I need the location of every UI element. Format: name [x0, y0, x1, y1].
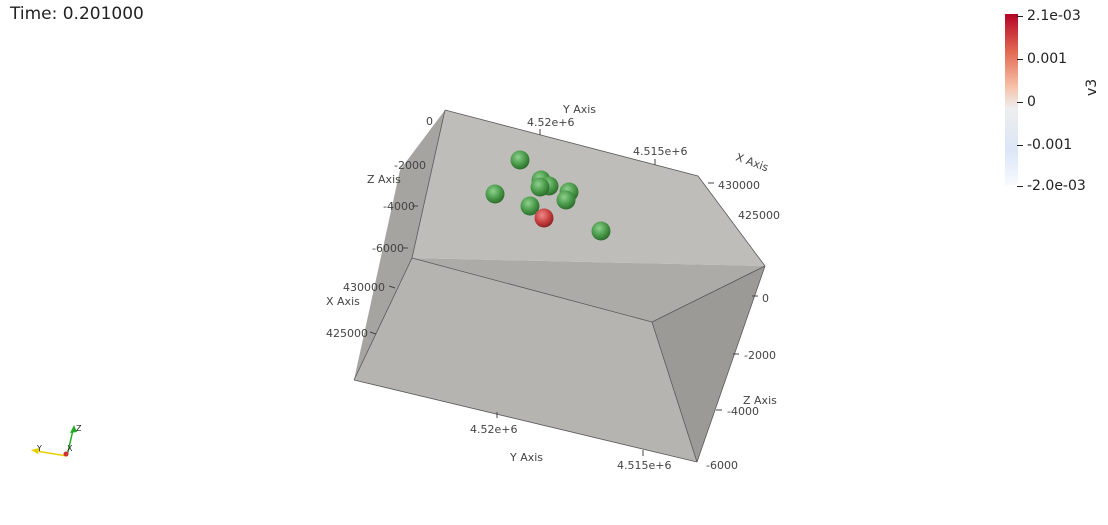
front-z-tick: -6000	[706, 459, 738, 472]
sphere-group	[485, 150, 611, 241]
back-z-tick: -2000	[394, 159, 426, 172]
right-x-axis-title: X Axis	[734, 151, 771, 175]
box-floor-face	[354, 258, 697, 462]
orientation-axes-widget[interactable]: Y Z X	[31, 424, 82, 457]
sphere-green	[485, 184, 505, 204]
front-y-tick: 4.515e+6	[617, 459, 671, 472]
color-legend-bar	[1005, 14, 1018, 185]
box-back-face	[412, 110, 765, 266]
legend-tick-min: -2.0e-03	[1017, 178, 1086, 194]
sphere-green	[520, 196, 540, 216]
right-x-tick: 425000	[738, 209, 780, 222]
sphere-green	[530, 177, 550, 197]
legend-tick-max: 2.1e-03	[1017, 8, 1081, 24]
front-y-tick: 4.52e+6	[470, 423, 517, 436]
legend-tick: -0.001	[1017, 137, 1072, 153]
box-left-face	[354, 110, 445, 380]
front-z-tick: -2000	[744, 349, 776, 362]
time-label: Time: 0.201000	[10, 4, 144, 24]
back-z-tick: 0	[426, 115, 433, 128]
back-z-tick: -6000	[372, 242, 404, 255]
back-z-axis-title: Z Axis	[367, 173, 401, 186]
box-edges	[353, 109, 766, 463]
orientation-z-label: Z	[76, 424, 82, 433]
orientation-y-label: Y	[36, 444, 42, 453]
back-x-tick: 430000	[343, 281, 385, 294]
sphere-red	[534, 208, 554, 228]
orientation-x-label: X	[67, 444, 73, 453]
legend-title: v3	[1084, 78, 1100, 96]
back-y-tick: 4.52e+6	[527, 116, 574, 129]
right-x-tick: 430000	[718, 179, 760, 192]
sphere-green	[556, 190, 576, 210]
front-z-tick: -4000	[727, 405, 759, 418]
back-z-tick: -4000	[383, 200, 415, 213]
front-axis-labels: 0 -2000 Z Axis -4000 -6000 4.52e+6 Y Axi…	[470, 292, 777, 472]
box-inner-face	[412, 258, 765, 322]
back-y-tick: 4.515e+6	[633, 145, 687, 158]
front-z-axis-title: Z Axis	[743, 394, 777, 407]
color-legend: 2.1e-03 0.001 0 -0.001 -2.0e-03 v3	[1000, 8, 1108, 194]
front-y-axis-title: Y Axis	[509, 451, 543, 464]
legend-tick: 0	[1017, 94, 1036, 110]
front-z-tick: 0	[762, 292, 769, 305]
back-axis-labels: Y Axis 4.52e+6 4.515e+6 0 -2000 Z Axis -…	[326, 103, 780, 340]
back-y-axis-title: Y Axis	[562, 103, 596, 116]
back-x-axis-title: X Axis	[326, 295, 360, 308]
sphere-green	[591, 221, 611, 241]
legend-tick: 0.001	[1017, 51, 1067, 67]
back-x-tick: 425000	[326, 327, 368, 340]
sphere-green	[510, 150, 530, 170]
box-right-face	[652, 266, 765, 462]
